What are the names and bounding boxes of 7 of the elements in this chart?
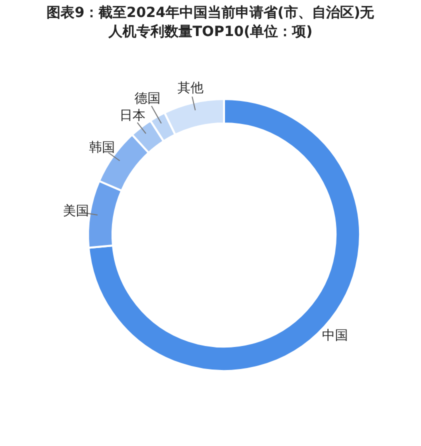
slice-label: 其他 [177,81,204,96]
slice-label: 德国 [134,91,161,106]
slice-label: 韩国 [88,140,115,156]
slice-label: 日本 [119,108,146,124]
slice-label: 中国 [322,328,348,344]
chart-title: 图表9：截至2024年中国当前申请省(市、自治区)无人机专利数量TOP10(单位：项) [46,4,376,42]
slice-label: 美国 [62,202,89,219]
